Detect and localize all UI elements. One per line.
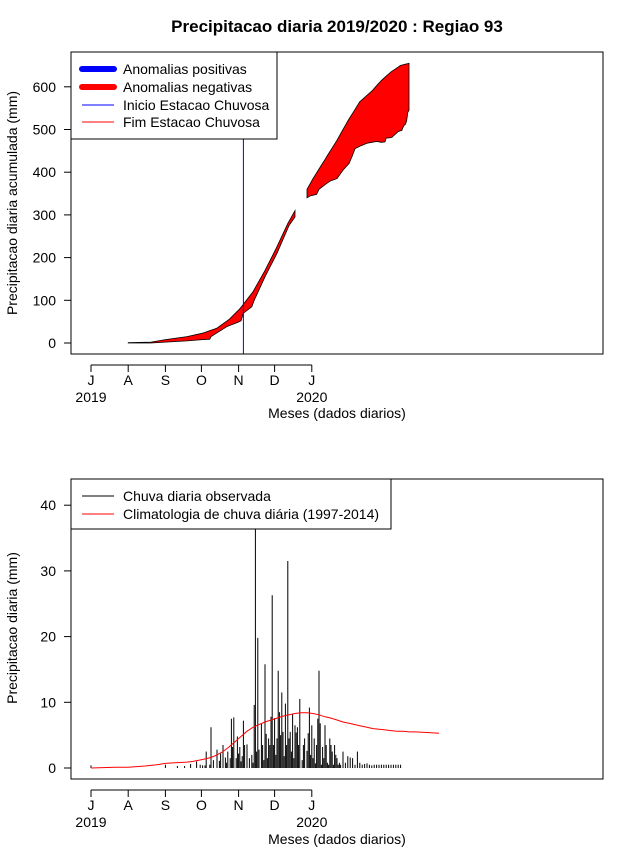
top-y-tick-label: 100: [33, 292, 57, 308]
bottom-y-tick-label: 10: [40, 694, 56, 710]
top-year-label: 2019: [75, 389, 106, 405]
top-y-tick-label: 0: [48, 335, 56, 351]
top-x-tick-label: D: [270, 372, 280, 388]
bottom-x-tick-label: S: [161, 797, 170, 813]
top-x-axis-label: Meses (dados diarios): [268, 405, 406, 421]
bottom-x-axis-label: Meses (dados diarios): [268, 831, 406, 847]
bottom-legend: Chuva diaria observada Climatologia de c…: [70, 478, 392, 530]
legend-label-end: Fim Estacao Chuvosa: [123, 114, 260, 130]
top-x-tick-label: S: [161, 372, 170, 388]
top-y-tick-label: 600: [33, 79, 57, 95]
top-year-label: 2020: [296, 389, 327, 405]
chart-title: Precipitacao diaria 2019/2020 : Regiao 9…: [171, 17, 503, 36]
bottom-y-tick-label: 20: [40, 629, 56, 645]
top-y-axis: 0 100 200 300 400 500 600: [33, 79, 72, 351]
bottom-x-tick-label: D: [270, 797, 280, 813]
climatology-line: [90, 712, 440, 769]
bottom-x-tick-label: J: [88, 797, 95, 813]
negative-anomaly-area: [127, 209, 296, 344]
bottom-x-tick-label: A: [124, 797, 134, 813]
top-x-tick-label: A: [124, 372, 134, 388]
bottom-y-axis-label: Precipitacao diaria (mm): [4, 552, 20, 704]
legend-label-climatology: Climatologia de chuva diária (1997-2014): [123, 506, 379, 522]
bottom-year-label: 2019: [75, 814, 106, 830]
bottom-y-tick-label: 30: [40, 563, 56, 579]
bottom-year-label: 2020: [296, 814, 327, 830]
top-x-tick-label: N: [234, 372, 244, 388]
bottom-x-tick-label: J: [308, 797, 315, 813]
legend-label-positive: Anomalias positivas: [123, 61, 247, 77]
negative-anomaly-area: [306, 62, 410, 199]
bottom-y-axis: 0 10 20 30 40: [40, 497, 72, 776]
legend-label-start: Inicio Estacao Chuvosa: [123, 97, 270, 113]
top-x-tick-label: J: [308, 372, 315, 388]
top-y-tick-label: 200: [33, 250, 57, 266]
bottom-y-tick-label: 0: [48, 760, 56, 776]
top-y-tick-label: 300: [33, 207, 57, 223]
legend-label-negative: Anomalias negativas: [123, 79, 252, 95]
bottom-y-tick-label: 40: [40, 497, 56, 513]
top-x-tick-label: J: [88, 372, 95, 388]
top-x-tick-label: O: [196, 372, 207, 388]
bottom-legend-box: [70, 478, 392, 530]
top-y-tick-label: 400: [33, 164, 57, 180]
bottom-x-tick-label: N: [234, 797, 244, 813]
top-y-axis-label: Precipitacao diaria acumulada (mm): [4, 91, 20, 315]
bottom-x-tick-label: O: [196, 797, 207, 813]
legend-label-observed: Chuva diaria observada: [123, 488, 271, 504]
top-legend: Anomalias positivas Anomalias negativas …: [70, 51, 278, 140]
top-y-tick-label: 500: [33, 122, 57, 138]
